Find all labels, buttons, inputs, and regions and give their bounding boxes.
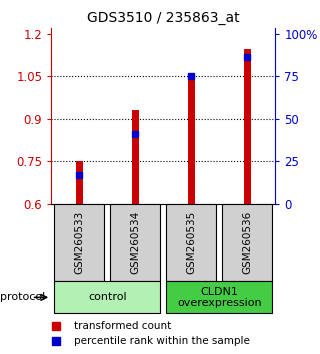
Bar: [244, 48, 251, 204]
Text: transformed count: transformed count: [74, 321, 171, 331]
Bar: [110, 204, 160, 281]
Bar: [188, 76, 195, 204]
Text: GSM260533: GSM260533: [74, 211, 84, 274]
Bar: [76, 161, 83, 204]
Bar: [166, 281, 272, 313]
Text: protocol: protocol: [0, 292, 45, 302]
Bar: [54, 281, 160, 313]
Bar: [132, 110, 139, 204]
Text: percentile rank within the sample: percentile rank within the sample: [74, 336, 250, 346]
Bar: [166, 204, 216, 281]
Text: GSM260536: GSM260536: [242, 211, 252, 274]
Text: GSM260534: GSM260534: [130, 211, 140, 274]
Title: GDS3510 / 235863_at: GDS3510 / 235863_at: [87, 11, 239, 24]
Bar: [222, 204, 272, 281]
Text: control: control: [88, 292, 126, 302]
Bar: [54, 204, 104, 281]
Text: GSM260535: GSM260535: [186, 211, 196, 274]
Text: CLDN1
overexpression: CLDN1 overexpression: [177, 286, 261, 308]
